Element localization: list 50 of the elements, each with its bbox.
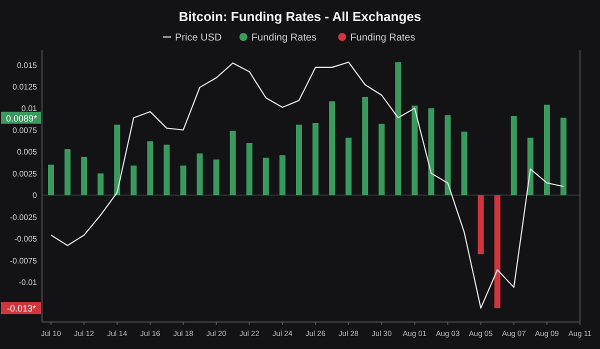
bar xyxy=(180,166,186,196)
bar xyxy=(64,149,71,196)
y-tick-label: 0.005 xyxy=(16,148,38,157)
y-tick-label: -0.01 xyxy=(18,278,38,288)
legend-label: Price USD xyxy=(175,32,222,44)
y-tick-label: 0.0025 xyxy=(12,169,38,178)
bar xyxy=(81,156,88,196)
text: -0.013* xyxy=(6,304,37,314)
line-series xyxy=(50,62,564,309)
text: 0.0089* xyxy=(6,113,38,124)
y-tick-label: 0 xyxy=(32,191,38,200)
legend-label: Funding Rates xyxy=(251,32,316,44)
bar xyxy=(560,118,566,196)
bar xyxy=(461,132,468,196)
bar xyxy=(164,144,170,196)
y-tick-label: 0.0075 xyxy=(12,126,38,135)
bar xyxy=(378,124,385,196)
y-tick-label: 0.01 xyxy=(21,104,38,114)
bar xyxy=(262,158,269,196)
bar xyxy=(428,108,434,196)
bar xyxy=(98,173,104,196)
bar xyxy=(279,155,286,196)
y-tick-label: 0.015 xyxy=(16,60,38,70)
chart-title: Bitcoin: Funding Rates - All Exchanges xyxy=(178,9,422,24)
bar xyxy=(246,142,252,196)
bar xyxy=(213,159,220,196)
legend-label: Funding Rates xyxy=(350,32,416,44)
bar xyxy=(114,124,120,196)
bar xyxy=(296,124,302,196)
bar xyxy=(329,101,336,196)
bar xyxy=(544,104,550,196)
y-tick-label: -0.0025 xyxy=(10,212,38,222)
y-tick-label: 0.0125 xyxy=(12,82,38,92)
bar xyxy=(395,62,402,196)
bar xyxy=(362,96,368,196)
bar xyxy=(494,195,500,308)
y-tick-label: -0.0075 xyxy=(10,256,38,266)
bar xyxy=(510,116,517,196)
bar xyxy=(312,122,318,196)
bar xyxy=(196,153,203,196)
bar xyxy=(527,138,534,196)
bar xyxy=(48,164,54,196)
y-tick-label: -0.005 xyxy=(14,234,38,244)
bar xyxy=(444,115,451,196)
bar xyxy=(230,130,236,196)
bar xyxy=(478,195,484,254)
bar xyxy=(147,141,154,196)
bar xyxy=(346,138,352,196)
bar xyxy=(412,106,418,196)
bar xyxy=(130,166,137,196)
